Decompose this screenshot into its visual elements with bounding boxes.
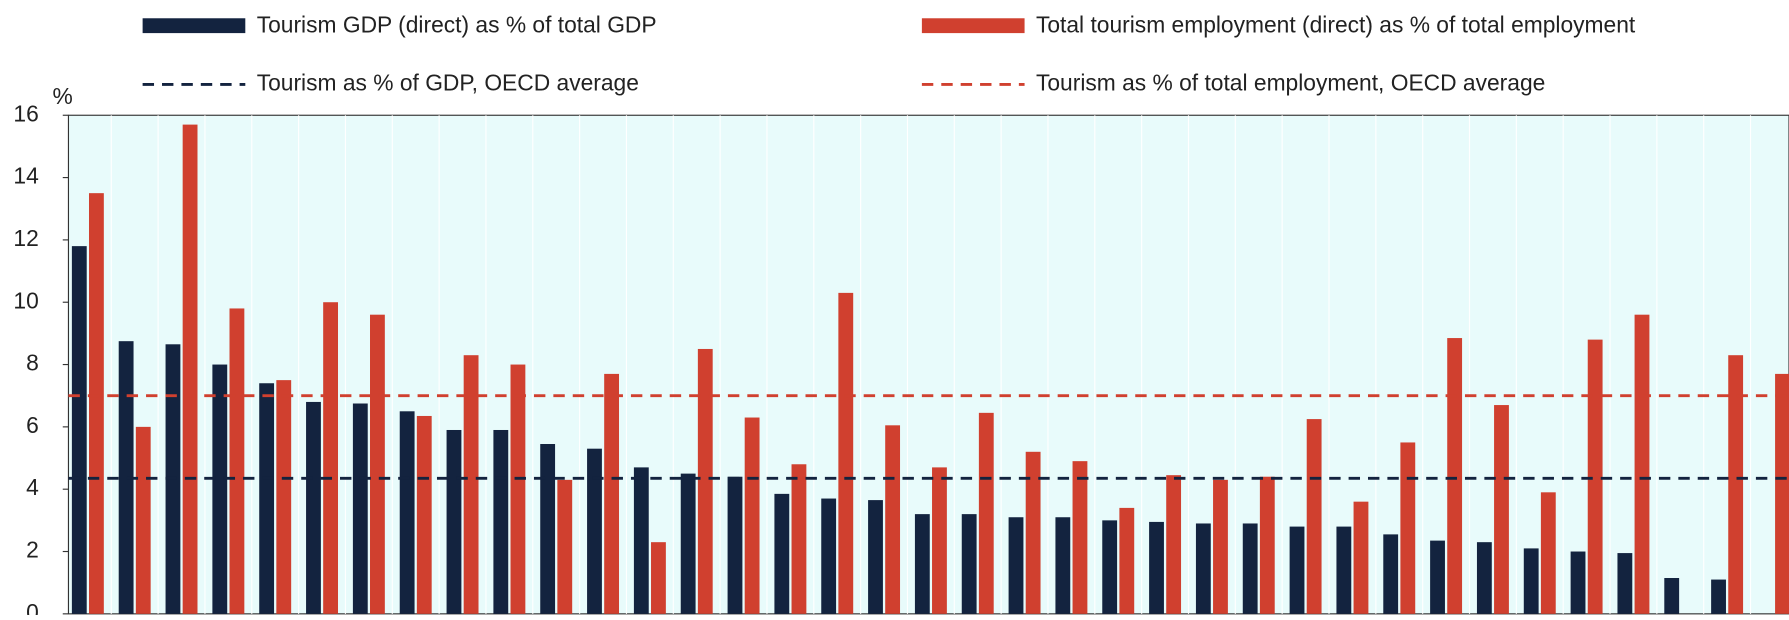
bar [182, 124, 198, 614]
bar [1617, 553, 1633, 614]
bar [1259, 476, 1275, 614]
y-tick-label: 8 [26, 350, 39, 376]
bar [1447, 338, 1463, 614]
bar [88, 193, 104, 614]
bar [118, 341, 134, 614]
bar [1494, 405, 1509, 614]
bar [416, 415, 432, 614]
y-tick-label: 6 [26, 412, 39, 438]
bar [1775, 373, 1789, 614]
bar [932, 467, 947, 614]
bar [399, 411, 415, 614]
bar [1025, 451, 1041, 614]
y-tick-label: 14 [13, 163, 39, 189]
bar [838, 292, 854, 614]
bar [370, 314, 385, 614]
bar [510, 364, 526, 614]
bar [587, 448, 602, 614]
bar [1242, 523, 1258, 614]
bar [135, 426, 151, 614]
bar [1008, 517, 1024, 614]
legend-swatch [921, 18, 1025, 34]
legend-label: Total tourism employment (direct) as % o… [1036, 11, 1636, 37]
bar [306, 401, 321, 614]
bar [493, 429, 509, 614]
bar [1523, 548, 1539, 614]
bar [961, 514, 977, 614]
bar [1119, 507, 1135, 614]
bar [791, 464, 807, 614]
y-tick-label: 12 [13, 225, 38, 251]
bar [1289, 526, 1305, 614]
bar [1587, 339, 1603, 614]
bar [276, 380, 292, 614]
bar [1476, 542, 1492, 614]
bar [1166, 475, 1182, 614]
bar [651, 542, 666, 614]
y-tick-label: 16 [13, 100, 38, 126]
bar [71, 246, 87, 614]
bar [1072, 461, 1088, 614]
bar [978, 412, 994, 614]
bar [323, 302, 339, 614]
bar [1570, 551, 1586, 614]
bar [885, 425, 901, 614]
bar [540, 444, 556, 614]
bar [868, 500, 883, 614]
bar [1711, 579, 1726, 614]
bar [229, 308, 245, 614]
bar [1149, 521, 1164, 614]
bar [1634, 314, 1650, 614]
bar [1430, 540, 1445, 614]
bar [1055, 517, 1071, 614]
legend-label: Tourism as % of GDP, OECD average [257, 69, 639, 95]
y-tick-label: 4 [26, 474, 39, 500]
legend-swatch [142, 18, 246, 34]
bar [1728, 355, 1744, 614]
bar [914, 514, 930, 614]
bar [1664, 578, 1680, 614]
bar [604, 373, 620, 614]
bar [774, 493, 790, 614]
y-tick-label: 10 [13, 287, 38, 313]
legend-label: Tourism as % of total employment, OECD a… [1036, 69, 1545, 95]
bar [727, 476, 743, 614]
bar [352, 403, 368, 614]
bar [697, 348, 713, 614]
bar [1306, 419, 1322, 614]
y-tick-label: 0 [26, 599, 39, 615]
bar [1353, 501, 1369, 614]
y-axis-label: % [52, 83, 72, 109]
legend-label: Tourism GDP (direct) as % of total GDP [257, 11, 657, 37]
bar [446, 429, 462, 614]
bar [1213, 479, 1228, 614]
bar [1400, 442, 1416, 614]
bar [680, 473, 696, 614]
bar [1540, 492, 1556, 614]
bar [1383, 534, 1399, 614]
bar [1195, 523, 1211, 614]
bar [463, 355, 479, 614]
bar [259, 383, 275, 614]
bar [744, 417, 760, 614]
bar [633, 467, 649, 614]
y-tick-label: 2 [26, 537, 39, 563]
bar [821, 498, 837, 614]
bar [557, 479, 573, 614]
bar [1336, 526, 1352, 614]
bar [212, 364, 228, 614]
bar [1102, 520, 1118, 614]
